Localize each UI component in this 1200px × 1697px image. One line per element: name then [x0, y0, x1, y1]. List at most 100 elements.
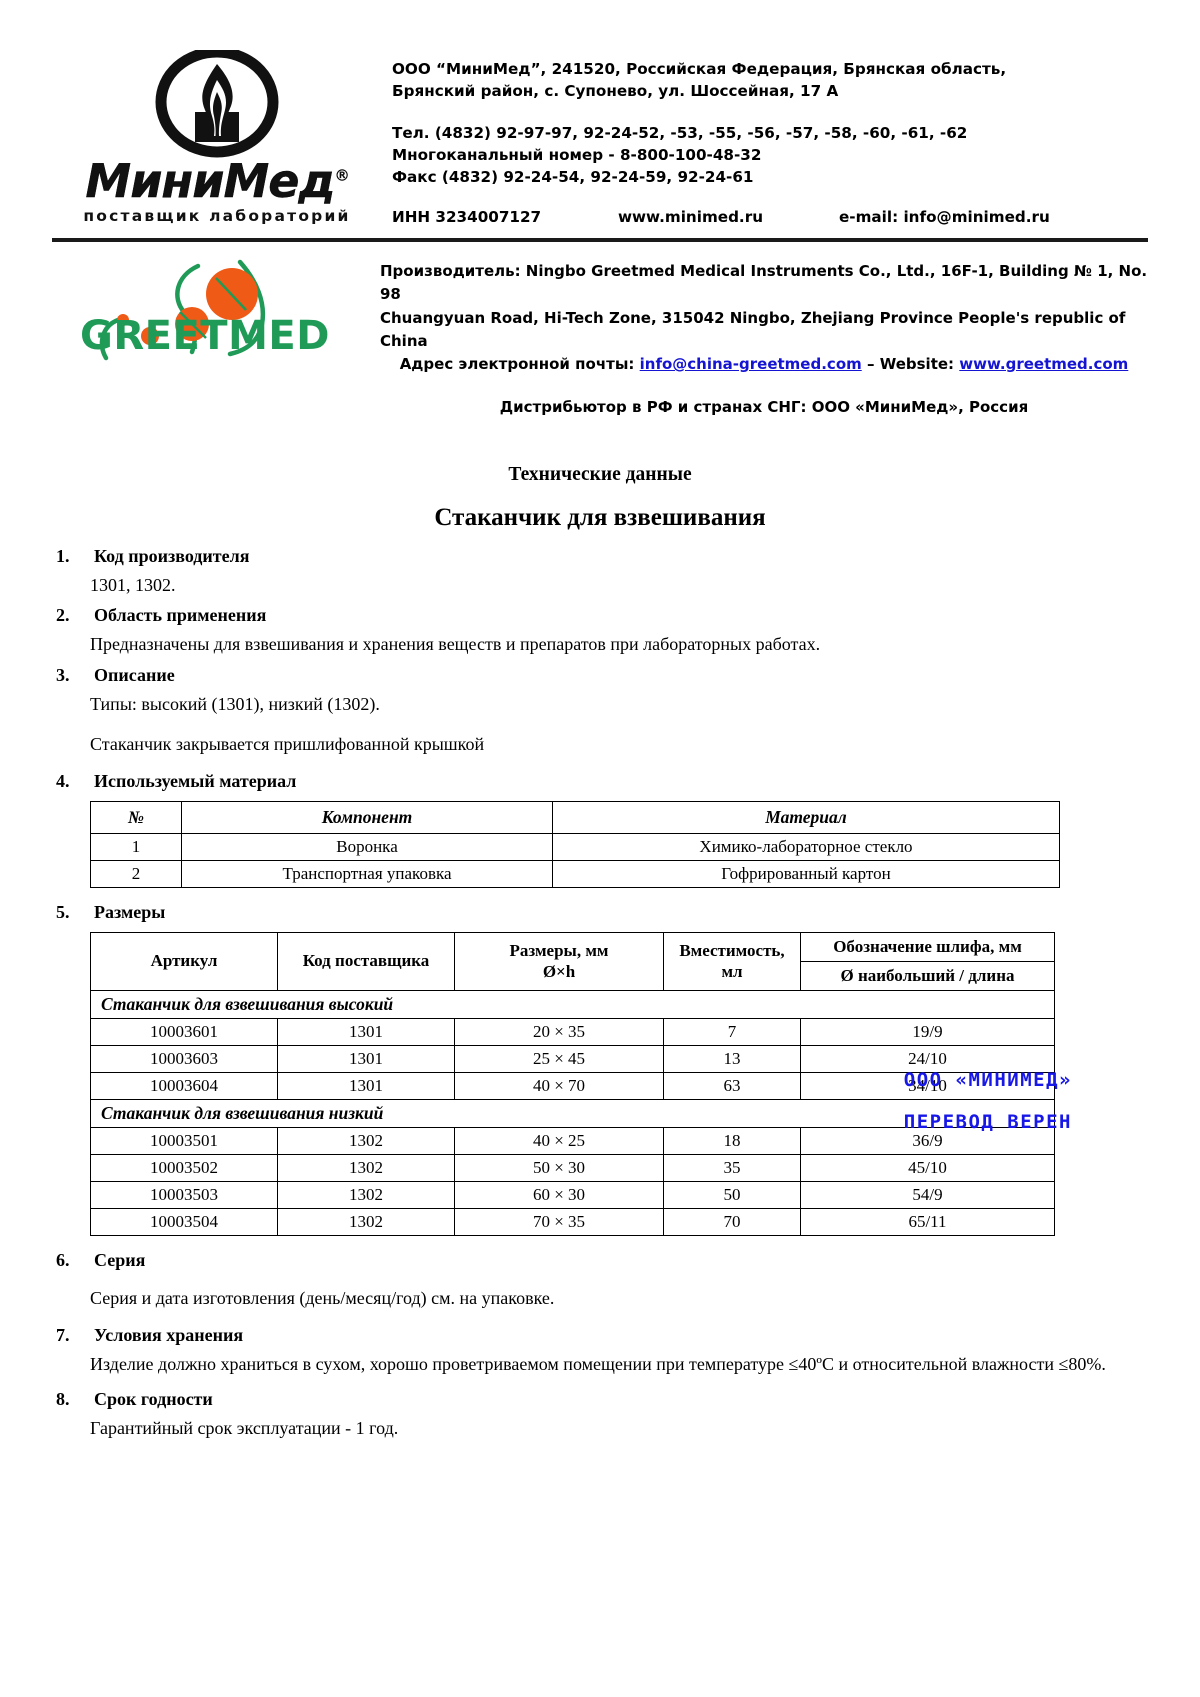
material-col-component: Компонент: [181, 800, 553, 834]
section-1-title: Код производителя: [94, 545, 250, 566]
section-4-number: 4.: [56, 770, 70, 791]
dim-col-capacity: Вместимость, мл: [663, 931, 801, 992]
greetmed-email-link[interactable]: info@china-greetmed.com: [639, 355, 862, 374]
minimed-phone-line1: Тел. (4832) 92-97-97, 92-24-52, -53, -55…: [392, 124, 968, 143]
greetmed-logo-mark-icon: GREETMED: [80, 258, 330, 366]
page-title: Стаканчик для взвешивания: [434, 503, 766, 531]
minimed-header: МиниМед® поставщик лабораторий ООО “Мини…: [52, 44, 1148, 234]
minimed-address: ООО “МиниМед”, 241520, Российская Федера…: [392, 58, 1148, 102]
dimensions-table: Артикул Код поставщика Размеры, мм Ø×h В…: [90, 931, 1055, 1237]
minimed-tagline: поставщик лабораторий: [83, 207, 351, 225]
minimed-phones: Тел. (4832) 92-97-97, 92-24-52, -53, -55…: [392, 122, 1148, 188]
minimed-flame-icon: [153, 46, 281, 162]
section-4-heading: 4. Используемый материал: [52, 771, 1148, 792]
minimed-address-line1: ООО “МиниМед”, 241520, Российская Федера…: [392, 60, 1007, 78]
dim-cell-code: 1301: [277, 1045, 455, 1074]
dim-cell-capacity: 70: [663, 1208, 801, 1237]
material-cell-component: Воронка: [181, 832, 553, 861]
greetmed-mfr-line1: Производитель: Ningbo Greetmed Medical I…: [380, 262, 1148, 304]
section-8-text: Гарантийный срок эксплуатации - 1 год.: [90, 1417, 399, 1438]
section-6-text: Серия и дата изготовления (день/месяц/го…: [90, 1288, 555, 1309]
dimensions-group-header: Стаканчик для взвешивания высокий: [90, 990, 1055, 1020]
table-row: 10003604 1301 40 × 70 63 34/10: [90, 1072, 1055, 1101]
dim-cell-article: 10003501: [90, 1127, 278, 1156]
minimed-website: www.minimed.ru: [618, 208, 764, 227]
dimensions-table-header-row: Артикул Код поставщика Размеры, мм Ø×h В…: [90, 931, 1055, 992]
dim-col-shlif-line1: Обозначение шлифа, мм: [801, 933, 1054, 963]
dim-cell-article: 10003503: [90, 1181, 278, 1210]
dim-cell-article: 10003604: [90, 1072, 278, 1101]
table-row: 10003501 1302 40 × 25 18 36/9: [90, 1127, 1055, 1156]
stamp-certification-line: ПЕРЕВОД ВЕРЕН: [903, 1110, 1072, 1133]
minimed-wordmark: МиниМед®: [85, 154, 350, 208]
table-row: 10003502 1302 50 × 30 35 45/10: [90, 1154, 1055, 1183]
section-5-number: 5.: [56, 901, 70, 922]
section-7-number: 7.: [56, 1325, 70, 1346]
dim-cell-article: 10003502: [90, 1154, 278, 1183]
minimed-logo: МиниМед® поставщик лабораторий: [52, 44, 382, 225]
minimed-address-line2: Брянский район, с. Супонево, ул. Шоссейн…: [392, 82, 839, 101]
dim-cell-capacity: 50: [663, 1181, 801, 1210]
greetmed-manufacturer-info: Производитель: Ningbo Greetmed Medical I…: [380, 254, 1148, 420]
material-table-header-row: № Компонент Материал: [90, 800, 1060, 834]
greetmed-website-link[interactable]: www.greetmed.com: [959, 355, 1129, 374]
greetmed-wordmark: GREETMED: [80, 313, 330, 360]
section-6-title: Серия: [94, 1250, 146, 1271]
material-col-num: №: [90, 800, 182, 834]
table-row: 10003503 1302 60 × 30 50 54/9: [90, 1181, 1055, 1210]
section-3-number: 3.: [56, 665, 70, 686]
section-2-heading: 2. Область применения: [52, 605, 1148, 626]
dim-cell-shlif: 65/11: [800, 1208, 1055, 1237]
section-1-number: 1.: [56, 545, 70, 566]
dim-cell-code: 1301: [277, 1018, 455, 1047]
material-table: № Компонент Материал 1 Воронка Химико-ла…: [90, 800, 1060, 888]
dim-cell-size: 40 × 25: [454, 1127, 664, 1156]
dim-cell-capacity: 13: [663, 1045, 801, 1074]
dimensions-group-header: Стаканчик для взвешивания низкий: [90, 1099, 1055, 1129]
registered-mark-icon: ®: [334, 166, 349, 185]
section-2-title: Область применения: [94, 605, 267, 626]
dim-cell-code: 1302: [277, 1127, 455, 1156]
translation-stamp: ООО «МИНИМЕД» ПЕРЕВОД ВЕРЕН: [904, 1060, 1072, 1144]
minimed-identifiers: ИНН 3234007127 www.minimed.ru e-mail: in…: [392, 206, 1148, 228]
section-2-text: Предназначены для взвешивания и хранения…: [90, 634, 821, 655]
section-6-heading: 6. Серия: [52, 1250, 1148, 1271]
section-2-number: 2.: [56, 605, 70, 626]
dim-col-shlif: Обозначение шлифа, мм Ø наибольший / дли…: [800, 931, 1055, 992]
dim-col-capacity-line1: Вместимость,: [679, 941, 785, 961]
material-cell-num: 2: [90, 859, 182, 888]
dim-cell-capacity: 35: [663, 1154, 801, 1183]
section-7-text: Изделие должно храниться в сухом, хорошо…: [90, 1354, 1106, 1375]
dim-col-size: Размеры, мм Ø×h: [454, 931, 664, 992]
header-divider: [52, 238, 1148, 243]
dim-cell-size: 60 × 30: [454, 1181, 664, 1210]
dim-cell-size: 40 × 70: [454, 1072, 664, 1101]
dim-group-label: Стаканчик для взвешивания высокий: [90, 990, 1055, 1020]
minimed-contact-info: ООО “МиниМед”, 241520, Российская Федера…: [382, 44, 1148, 228]
table-row: 10003601 1301 20 × 35 7 19/9: [90, 1018, 1055, 1047]
dim-cell-code: 1302: [277, 1181, 455, 1210]
section-7-heading: 7. Условия хранения: [52, 1325, 1148, 1346]
dim-col-article: Артикул: [90, 931, 278, 992]
material-cell-num: 1: [90, 832, 182, 861]
greetmed-header: GREETMED Производитель: Ningbo Greetmed …: [52, 242, 1148, 428]
dim-cell-size: 50 × 30: [454, 1154, 664, 1183]
minimed-phone-line2: Многоканальный номер - 8-800-100-48-32: [392, 146, 762, 165]
section-3-text-lid: Стаканчик закрывается пришлифованной кры…: [90, 733, 485, 754]
dim-cell-article: 10003601: [90, 1018, 278, 1047]
section-8-number: 8.: [56, 1388, 70, 1409]
dim-col-size-line1: Размеры, мм: [509, 941, 609, 961]
dim-col-size-line2: Ø×h: [542, 961, 576, 981]
dim-col-capacity-line2: мл: [721, 961, 743, 981]
minimed-inn: ИНН 3234007127: [392, 208, 542, 227]
dim-cell-capacity: 18: [663, 1127, 801, 1156]
dim-cell-code: 1302: [277, 1154, 455, 1183]
greetmed-website-label: – Website:: [866, 355, 955, 374]
dim-cell-size: 70 × 35: [454, 1208, 664, 1237]
greetmed-contact-line: Адрес электронной почты: info@china-gree…: [380, 353, 1148, 376]
dim-cell-shlif: 34/10: [800, 1072, 1055, 1101]
dim-cell-shlif: 54/9: [800, 1181, 1055, 1210]
section-3-title: Описание: [94, 665, 175, 686]
material-cell-component: Транспортная упаковка: [181, 859, 553, 888]
